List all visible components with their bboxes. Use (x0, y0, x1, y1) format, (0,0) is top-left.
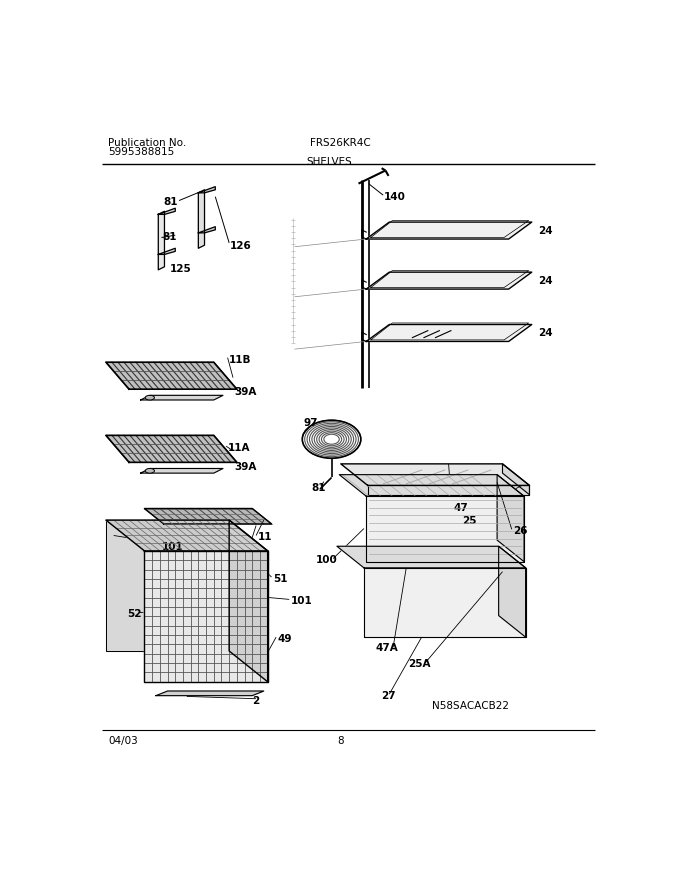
Text: 2: 2 (252, 696, 260, 706)
Text: 04/03: 04/03 (108, 736, 138, 746)
Polygon shape (367, 272, 532, 289)
Polygon shape (229, 520, 268, 682)
Ellipse shape (146, 468, 154, 473)
Polygon shape (339, 474, 524, 496)
Text: Publication No.: Publication No. (108, 138, 186, 148)
Text: 52: 52 (126, 608, 141, 619)
Text: 125: 125 (170, 264, 192, 275)
Polygon shape (498, 547, 526, 637)
Polygon shape (144, 508, 271, 524)
Polygon shape (337, 547, 526, 567)
Text: 39A: 39A (235, 387, 257, 397)
Polygon shape (144, 551, 268, 682)
Polygon shape (367, 222, 532, 239)
Text: 5995388815: 5995388815 (108, 147, 175, 156)
Text: 24: 24 (538, 276, 553, 286)
Polygon shape (503, 464, 530, 494)
Polygon shape (106, 520, 268, 551)
Text: SHELVES: SHELVES (307, 156, 352, 167)
Polygon shape (106, 520, 229, 651)
Polygon shape (158, 211, 165, 270)
Text: 8: 8 (337, 736, 344, 746)
Polygon shape (367, 324, 532, 342)
Polygon shape (106, 362, 237, 389)
Text: FRS26KR4C: FRS26KR4C (310, 138, 371, 148)
Text: 24: 24 (538, 328, 553, 338)
Text: 11B: 11B (229, 355, 252, 364)
Polygon shape (156, 691, 264, 696)
Polygon shape (106, 435, 237, 462)
Text: N58SACACB22: N58SACACB22 (432, 701, 509, 711)
Text: 11: 11 (258, 532, 272, 541)
Text: 39A: 39A (235, 462, 257, 473)
Polygon shape (367, 496, 524, 561)
Text: 140: 140 (384, 192, 406, 202)
Polygon shape (341, 464, 530, 486)
Text: 49: 49 (277, 634, 292, 644)
Text: 100: 100 (316, 554, 337, 565)
Text: 27: 27 (381, 691, 396, 701)
Polygon shape (199, 187, 216, 193)
Text: 101: 101 (162, 541, 184, 552)
Text: 47A: 47A (375, 643, 398, 653)
Text: 97: 97 (304, 419, 318, 428)
Polygon shape (368, 486, 530, 494)
Polygon shape (158, 209, 175, 215)
Text: 25A: 25A (409, 659, 431, 668)
Polygon shape (141, 468, 223, 473)
Text: 81: 81 (164, 196, 178, 207)
Text: 24: 24 (538, 226, 553, 236)
Polygon shape (364, 567, 526, 637)
Polygon shape (158, 249, 175, 255)
Text: 126: 126 (230, 241, 252, 250)
Ellipse shape (146, 395, 154, 400)
Polygon shape (497, 474, 524, 561)
Text: 51: 51 (273, 574, 288, 584)
Text: 39: 39 (247, 545, 261, 554)
Polygon shape (141, 395, 223, 400)
Text: 47: 47 (453, 503, 468, 513)
Text: 81: 81 (162, 232, 177, 242)
Text: 25: 25 (462, 516, 476, 527)
Text: 11A: 11A (228, 443, 250, 453)
Text: 26: 26 (513, 527, 528, 536)
Polygon shape (199, 227, 216, 233)
Polygon shape (199, 189, 205, 249)
Text: 101: 101 (291, 595, 313, 606)
Text: 81: 81 (311, 483, 326, 493)
